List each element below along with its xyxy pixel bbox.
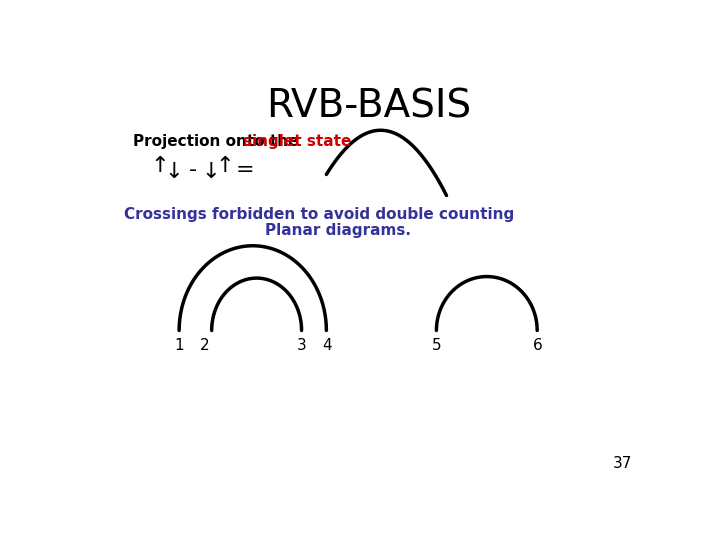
Text: RVB-BASIS: RVB-BASIS (266, 88, 472, 126)
Text: ↓: ↓ (164, 162, 183, 182)
Text: ↓: ↓ (202, 162, 220, 182)
Text: ↑: ↑ (150, 156, 169, 176)
Text: 5: 5 (431, 339, 441, 353)
Text: Planar diagrams.: Planar diagrams. (265, 223, 411, 238)
Text: 4: 4 (323, 339, 332, 353)
Text: 6: 6 (533, 339, 543, 353)
Text: 3: 3 (297, 339, 307, 353)
Text: 1: 1 (174, 339, 184, 353)
Text: Projection onto the: Projection onto the (132, 134, 303, 149)
Text: singlet state: singlet state (243, 134, 351, 149)
Text: ↑: ↑ (215, 156, 234, 176)
Text: -: - (189, 159, 197, 179)
Text: =: = (235, 159, 254, 179)
Text: 2: 2 (200, 339, 210, 353)
Text: 37: 37 (613, 456, 632, 471)
Text: Crossings forbidden to avoid double counting: Crossings forbidden to avoid double coun… (124, 207, 514, 222)
